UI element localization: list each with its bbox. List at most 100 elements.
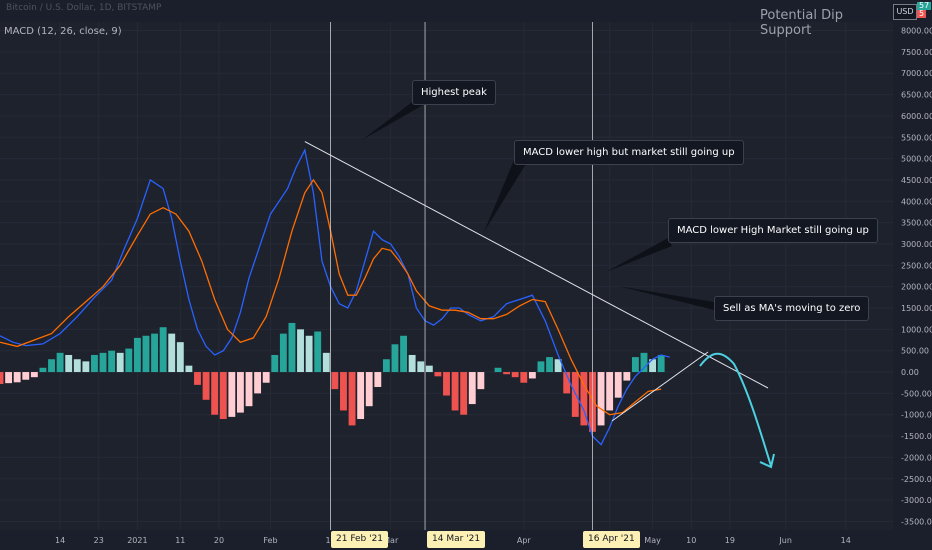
projection-arrow-line [699,352,772,467]
y-tick-label: -3000.00 [901,496,932,505]
histogram-bar [73,359,81,373]
y-tick-label: 0.00 [901,368,919,377]
histogram-bar [271,354,279,373]
histogram-bar [228,372,236,417]
macd-line [0,148,670,446]
callout-highest-peak[interactable]: Highest peak [412,80,496,105]
price-axis-panel [893,0,932,550]
price-tag-down: 5 [917,9,927,18]
histogram-bar [48,359,55,373]
y-tick-label: 7500.00 [901,48,932,57]
histogram-bar [348,372,356,426]
histogram-bar [99,352,107,373]
projection-arrow-head [759,453,775,469]
histogram-bar [640,352,648,373]
histogram-bar [116,352,124,373]
y-tick-label: 3000.00 [901,240,932,249]
histogram-bar [460,372,468,415]
x-tick-label: 23 [94,536,104,545]
histogram-bar [151,333,158,373]
symbol-title: Bitcoin / U.S. Dollar, 1D, BITSTAMP [6,3,162,13]
histogram-bar [408,354,416,373]
macd-trend-line [304,141,769,389]
histogram-bar [194,372,201,385]
histogram-bar [254,372,262,394]
histogram-bar [22,372,30,380]
callout-pointer-3 [606,238,672,272]
histogram-bar [494,367,502,373]
currency-badge[interactable]: USD [893,4,917,20]
main-pane-strip: Bitcoin / U.S. Dollar, 1D, BITSTAMP Pote… [0,0,893,38]
histogram-bar [108,350,116,373]
histogram-bar [133,337,141,373]
histogram-bar [537,361,545,373]
histogram-bar [425,365,433,373]
histogram-bar [391,344,399,373]
x-tick-label: May [644,536,661,545]
date-marker-1: 21 Feb '21 [331,531,389,548]
indicator-label[interactable]: MACD (12, 26, close, 9) [4,26,122,37]
y-tick-label: 4500.00 [901,176,932,185]
y-tick-label: 7000.00 [901,69,932,78]
x-tick-label: 11 [175,536,185,545]
callout-macd-lower-high-1[interactable]: MACD lower high but market still going u… [514,140,744,165]
histogram-bar [236,372,244,413]
histogram-bar [211,372,219,415]
histogram-bar [468,372,476,405]
y-tick-label: -3500.00 [901,517,932,526]
histogram-bar [477,372,485,390]
callout-pointer-4 [618,286,714,310]
histogram-bar [30,372,38,378]
y-tick-label: 1500.00 [901,304,932,313]
callout-macd-lower-high-2[interactable]: MACD lower High Market still going up [668,218,878,243]
y-tick-label: 6000.00 [901,112,932,121]
x-tick-label: 15 [325,536,335,545]
histogram-bar [5,372,13,384]
x-tick-label: 10 [686,536,696,545]
signal-line [0,178,662,416]
y-tick-label: 5000.00 [901,155,932,164]
histogram-bar [528,372,536,379]
histogram-bar [288,322,296,373]
histogram-bar [331,372,339,390]
histogram-bar [322,352,330,373]
y-tick-label: -2500.00 [901,475,932,484]
histogram-bar [511,372,519,378]
price-tag-up: 57 [917,1,932,10]
y-tick-label: 5500.00 [901,133,932,142]
histogram-bar [202,372,210,400]
callout-sell-signal[interactable]: Sell as MA's moving to zero [714,296,870,321]
histogram-bar [168,333,176,373]
histogram-bar [554,359,562,373]
histogram-bar [623,372,631,381]
histogram-bar [400,335,408,373]
histogram-bar [631,357,639,373]
histogram-bar [314,331,322,373]
histogram-bar [657,354,665,373]
histogram-bar [434,372,442,377]
histogram-bar [443,372,450,396]
histogram-bar [0,372,4,385]
histogram-bar [219,372,227,420]
y-tick-label: 8000.00 [901,27,932,36]
histogram-bar [374,372,382,387]
y-tick-label: 4000.00 [901,197,932,206]
y-tick-label: -2000.00 [901,453,932,462]
histogram-bar [91,354,98,373]
histogram-bar [597,372,605,426]
histogram-bar [39,367,47,373]
histogram-bar [520,372,528,383]
histogram-bar [65,354,73,373]
y-tick-label: 2000.00 [901,283,932,292]
histogram-bar [563,372,571,394]
x-tick-label: 2021 [127,536,147,545]
y-tick-label: 2500.00 [901,261,932,270]
y-tick-label: 500.00 [901,347,929,356]
histogram-bar [297,329,304,373]
histogram-bar [546,357,553,373]
y-tick-label: 1000.00 [901,325,932,334]
callout-pointer-1 [362,96,432,140]
y-tick-label: 6500.00 [901,91,932,100]
x-tick-label: 14 [841,536,851,545]
